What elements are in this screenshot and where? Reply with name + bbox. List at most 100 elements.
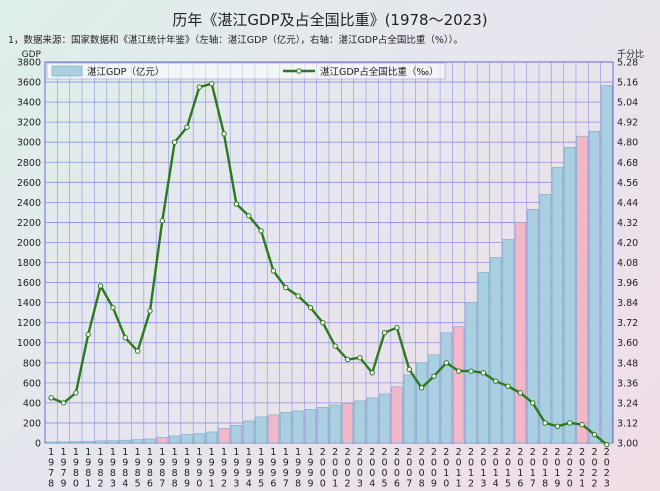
gdp-bar: [354, 400, 366, 444]
left-tick-label: 3400: [17, 98, 41, 109]
gdp-bar: [539, 194, 551, 444]
left-tick-label: 1600: [17, 278, 41, 289]
share-point: [307, 304, 314, 311]
left-tick-label: 3000: [17, 138, 41, 149]
right-tick-label: 5.28: [617, 58, 638, 69]
share-point: [431, 373, 437, 379]
legend-line-marker: [296, 68, 302, 74]
share-point: [505, 383, 511, 389]
left-tick-label: 3200: [17, 118, 41, 129]
gdp-bar: [415, 362, 428, 444]
share-point: [196, 84, 203, 90]
gdp-bar: [366, 397, 378, 444]
right-tick-label: 4.20: [617, 238, 638, 249]
share-point: [221, 131, 227, 137]
gdp-bar: [304, 409, 317, 444]
gdp-bar: [169, 435, 181, 444]
right-tick-label: 3.72: [617, 318, 638, 329]
right-tick-label: 3.00: [617, 439, 638, 450]
share-point: [147, 308, 153, 314]
legend-layer: 湛江GDP（亿元） 湛江GDP占全国比重（‰）: [46, 62, 446, 80]
gdp-bar: [588, 130, 601, 444]
bar-layer: [45, 85, 613, 444]
left-tick-label: 600: [23, 378, 41, 389]
gdp-bar: [490, 257, 502, 444]
right-tick-label: 4.32: [617, 218, 638, 229]
legend-line-label: 湛江GDP占全国比重（‰）: [320, 66, 439, 78]
gdp-bar: [403, 374, 415, 444]
share-point: [468, 368, 474, 374]
share-point: [517, 390, 524, 396]
gdp-bar: [57, 441, 70, 444]
gdp-bar: [527, 209, 539, 444]
right-axis-title: 千分比: [617, 48, 644, 60]
left-tick-label: 1800: [17, 258, 41, 269]
left-tick-label: 2600: [17, 178, 41, 189]
gdp-bar: [206, 431, 218, 444]
share-point: [455, 368, 462, 374]
share-point: [60, 400, 67, 406]
gdp-bar: [267, 414, 280, 444]
share-point: [443, 360, 450, 366]
share-point: [283, 284, 289, 291]
left-tick-label: 2400: [17, 198, 41, 209]
right-tick-label: 5.16: [617, 78, 638, 89]
right-tick-label: 3.12: [617, 418, 638, 429]
gdp-bar: [82, 440, 94, 444]
right-tick-label: 3.84: [617, 298, 638, 309]
share-point: [270, 268, 277, 274]
share-point: [579, 421, 585, 428]
left-tick-label: 400: [23, 398, 41, 409]
share-point: [530, 400, 536, 406]
share-point: [258, 228, 264, 234]
chart-note: 1，数据来源：国家数据和《湛江统计年鉴》（左轴：湛江GDP（亿元），右轴：湛江G…: [8, 35, 463, 46]
gdp-bar: [329, 404, 341, 444]
right-tick-label: 4.92: [617, 118, 638, 129]
right-tick-label: 4.44: [617, 198, 638, 209]
gdp-bar: [341, 403, 354, 444]
gdp-bar: [45, 441, 57, 444]
right-tick-label: 3.24: [617, 398, 638, 409]
gdp-bar: [292, 410, 304, 444]
gdp-bar: [601, 85, 613, 444]
share-point: [85, 331, 91, 338]
gdp-bar: [193, 433, 205, 444]
share-point: [134, 348, 141, 354]
gdp-bar: [428, 354, 440, 444]
gdp-bar: [255, 416, 267, 444]
gdp-bar: [576, 135, 588, 444]
share-point: [233, 201, 240, 207]
share-point: [492, 378, 499, 384]
share-point: [357, 355, 363, 361]
gdp-bar: [131, 439, 144, 444]
gdp-bar: [551, 166, 564, 444]
left-tick-label: 3600: [17, 78, 41, 89]
share-point: [418, 385, 425, 391]
legend-bar-label: 湛江GDP（亿元）: [87, 66, 164, 78]
right-tick-label: 3.60: [617, 338, 638, 349]
